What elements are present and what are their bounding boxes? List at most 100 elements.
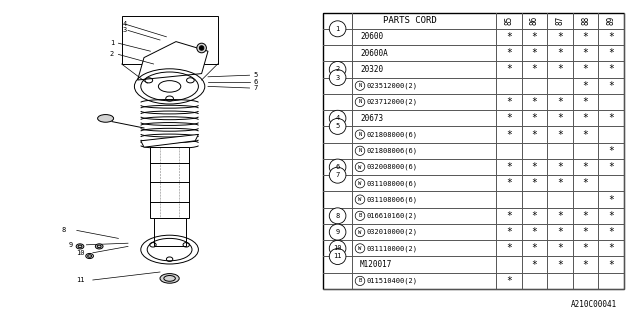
Text: 86: 86	[530, 16, 539, 25]
Text: 032008000(6): 032008000(6)	[367, 164, 417, 170]
Text: 89: 89	[607, 16, 616, 25]
Ellipse shape	[200, 46, 204, 50]
Circle shape	[355, 179, 365, 188]
Text: N: N	[358, 148, 362, 153]
Text: W: W	[358, 164, 362, 170]
Circle shape	[355, 244, 365, 253]
Text: *: *	[582, 178, 589, 188]
Text: *: *	[557, 32, 563, 42]
Text: *: *	[557, 178, 563, 188]
Text: 021808000(6): 021808000(6)	[367, 131, 417, 138]
Text: 20600A: 20600A	[360, 49, 388, 58]
Text: *: *	[531, 178, 538, 188]
Text: *: *	[608, 32, 614, 42]
Text: *: *	[531, 113, 538, 123]
Ellipse shape	[197, 43, 206, 53]
Polygon shape	[154, 218, 186, 246]
Ellipse shape	[160, 274, 179, 283]
Polygon shape	[150, 147, 189, 218]
Text: *: *	[608, 211, 614, 221]
Circle shape	[330, 61, 346, 77]
Text: *: *	[506, 178, 512, 188]
Text: *: *	[506, 32, 512, 42]
Ellipse shape	[97, 115, 114, 122]
Text: 20600: 20600	[360, 32, 383, 41]
Text: *: *	[557, 227, 563, 237]
Text: *: *	[582, 211, 589, 221]
Text: 1: 1	[335, 26, 340, 32]
Text: 2: 2	[110, 52, 114, 57]
Text: *: *	[582, 113, 589, 123]
Text: N: N	[358, 83, 362, 88]
Text: *: *	[557, 130, 563, 140]
Circle shape	[330, 159, 346, 175]
Text: *: *	[557, 211, 563, 221]
Text: 5: 5	[254, 72, 258, 78]
Text: *: *	[531, 211, 538, 221]
Text: *: *	[531, 97, 538, 107]
Circle shape	[330, 118, 346, 134]
Text: *: *	[531, 32, 538, 42]
Text: 1: 1	[110, 40, 114, 46]
Circle shape	[355, 146, 365, 156]
Text: 8: 8	[62, 228, 66, 233]
Text: 6: 6	[335, 164, 340, 170]
Text: *: *	[531, 227, 538, 237]
Text: *: *	[557, 244, 563, 253]
Text: 023712000(2): 023712000(2)	[367, 99, 417, 105]
Circle shape	[330, 21, 346, 37]
Text: 87: 87	[556, 16, 564, 25]
Text: N: N	[358, 100, 362, 105]
Text: 3: 3	[123, 28, 127, 33]
Text: *: *	[608, 64, 614, 75]
Circle shape	[355, 163, 365, 172]
Text: B: B	[358, 213, 362, 218]
Text: 20673: 20673	[360, 114, 383, 123]
Text: *: *	[506, 162, 512, 172]
Circle shape	[330, 208, 346, 224]
Circle shape	[355, 81, 365, 90]
Text: *: *	[531, 64, 538, 75]
Polygon shape	[141, 134, 198, 147]
Circle shape	[355, 228, 365, 237]
Circle shape	[330, 110, 346, 126]
Text: PARTS CORD: PARTS CORD	[383, 16, 436, 25]
Text: 6: 6	[254, 79, 258, 84]
Text: 011510400(2): 011510400(2)	[367, 278, 417, 284]
Circle shape	[330, 249, 346, 265]
Text: *: *	[582, 260, 589, 270]
Text: 021808006(6): 021808006(6)	[367, 148, 417, 154]
Text: *: *	[608, 260, 614, 270]
Text: *: *	[582, 48, 589, 58]
Text: *: *	[582, 97, 589, 107]
Text: *: *	[506, 130, 512, 140]
Text: 3: 3	[335, 75, 340, 81]
Text: *: *	[557, 260, 563, 270]
Circle shape	[330, 70, 346, 85]
Text: A210C00041: A210C00041	[572, 300, 618, 309]
Text: *: *	[582, 244, 589, 253]
Text: W: W	[358, 230, 362, 235]
Text: *: *	[582, 227, 589, 237]
Text: *: *	[582, 32, 589, 42]
Text: *: *	[608, 146, 614, 156]
Circle shape	[355, 130, 365, 139]
Text: *: *	[608, 227, 614, 237]
Text: *: *	[582, 64, 589, 75]
Text: *: *	[557, 113, 563, 123]
Text: 031108006(6): 031108006(6)	[367, 196, 417, 203]
Text: *: *	[608, 162, 614, 172]
Text: *: *	[557, 162, 563, 172]
Text: *: *	[557, 48, 563, 58]
Text: 023512000(2): 023512000(2)	[367, 83, 417, 89]
Text: 4: 4	[123, 21, 127, 27]
Text: *: *	[557, 97, 563, 107]
Text: 016610160(2): 016610160(2)	[367, 212, 417, 219]
Text: 9: 9	[335, 229, 340, 235]
Text: 10: 10	[333, 245, 342, 252]
Text: 2: 2	[335, 67, 340, 72]
Text: *: *	[608, 81, 614, 91]
Text: 9: 9	[68, 242, 72, 248]
Circle shape	[355, 276, 365, 285]
Text: W: W	[358, 197, 362, 202]
